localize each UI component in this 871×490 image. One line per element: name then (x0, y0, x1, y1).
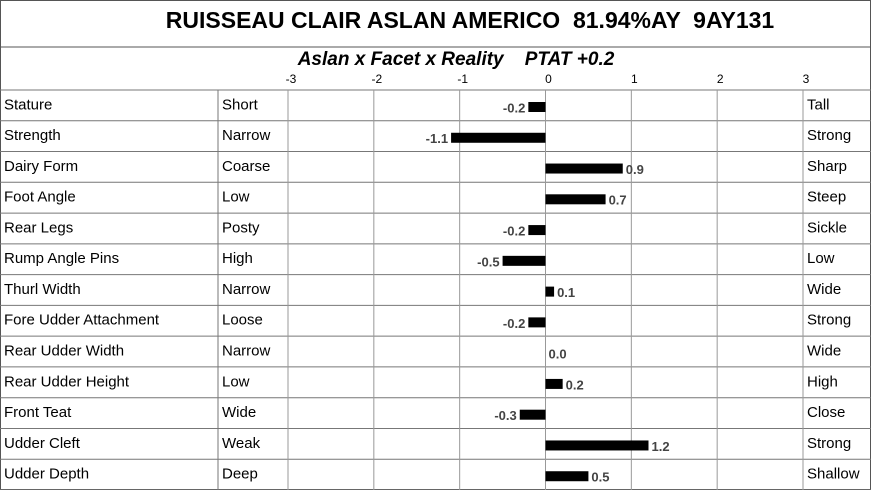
low-label: Weak (222, 435, 261, 452)
low-label: Narrow (222, 281, 271, 298)
x-tick-label: 1 (631, 72, 638, 86)
high-label: Sickle (807, 219, 847, 236)
value-label: 0.9 (626, 162, 644, 177)
low-label: Deep (222, 466, 258, 483)
low-label: Short (222, 96, 259, 113)
trait-label: Rear Legs (4, 219, 73, 236)
value-label: -0.2 (503, 316, 525, 331)
trait-label: Udder Depth (4, 466, 89, 483)
trait-label: Strength (4, 127, 61, 144)
trait-label: Front Teat (4, 404, 72, 421)
bar (528, 225, 546, 236)
value-label: 0.5 (591, 470, 609, 485)
value-label: -0.2 (503, 100, 525, 115)
value-label: -0.3 (494, 408, 516, 423)
low-label: Low (222, 373, 250, 390)
value-label: 0.2 (566, 377, 584, 392)
bar (545, 286, 555, 297)
value-label: 0.0 (549, 347, 567, 362)
chart-subtitle: Aslan x Facet x Reality PTAT +0.2 (297, 49, 615, 70)
high-label: Strong (807, 312, 851, 329)
low-label: Narrow (222, 343, 271, 360)
high-label: Wide (807, 281, 841, 298)
x-tick-label: -3 (286, 72, 297, 86)
low-label: Posty (222, 219, 260, 236)
bar (545, 163, 623, 174)
x-tick-label: 2 (717, 72, 724, 86)
trait-label: Foot Angle (4, 189, 76, 206)
high-label: Strong (807, 127, 851, 144)
low-label: Loose (222, 312, 263, 329)
bar (502, 255, 546, 266)
value-label: 0.7 (609, 193, 627, 208)
value-label: -0.2 (503, 224, 525, 239)
value-label: -0.5 (477, 254, 499, 269)
high-label: Close (807, 404, 845, 421)
trait-label: Rear Udder Width (4, 343, 124, 360)
high-label: Sharp (807, 158, 847, 175)
trait-label: Rear Udder Height (4, 373, 130, 390)
trait-label: Thurl Width (4, 281, 81, 298)
high-label: Shallow (807, 466, 860, 483)
low-label: Low (222, 189, 250, 206)
high-label: Strong (807, 435, 851, 452)
high-label: Tall (807, 96, 830, 113)
high-label: Steep (807, 189, 846, 206)
bar (528, 317, 546, 328)
x-tick-label: 0 (545, 72, 552, 86)
low-label: High (222, 250, 253, 267)
value-label: 1.2 (652, 439, 670, 454)
bar (545, 471, 589, 482)
x-tick-label: -1 (457, 72, 468, 86)
low-label: Narrow (222, 127, 271, 144)
trait-label: Fore Udder Attachment (4, 312, 160, 329)
bar (545, 194, 606, 205)
bar (519, 409, 546, 420)
x-tick-label: 3 (803, 72, 810, 86)
high-label: Low (807, 250, 835, 267)
trait-label: Dairy Form (4, 158, 78, 175)
low-label: Wide (222, 404, 256, 421)
trait-label: Udder Cleft (4, 435, 81, 452)
bar (528, 102, 546, 112)
high-label: Wide (807, 343, 841, 360)
trait-label: Rump Angle Pins (4, 250, 119, 267)
low-label: Coarse (222, 158, 270, 175)
value-label: -1.1 (426, 131, 448, 146)
bar (451, 132, 546, 143)
chart-title: RUISSEAU CLAIR ASLAN AMERICO 81.94%AY 9A… (166, 7, 775, 33)
bar (545, 378, 563, 389)
high-label: High (807, 373, 838, 390)
bar (545, 440, 649, 451)
trait-label: Stature (4, 96, 52, 113)
x-tick-label: -2 (371, 72, 382, 86)
value-label: 0.1 (557, 285, 575, 300)
